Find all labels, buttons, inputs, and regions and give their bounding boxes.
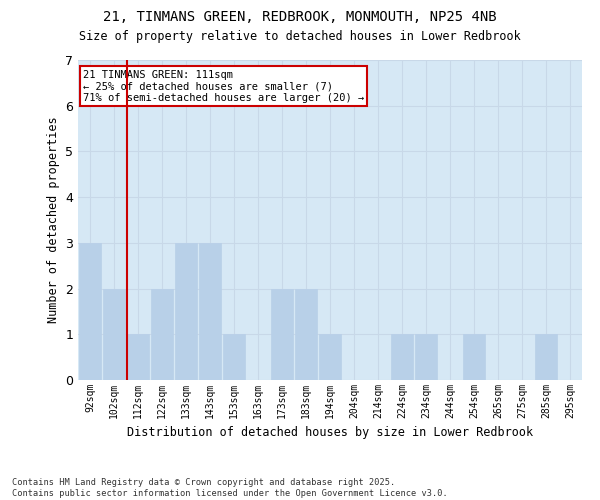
Bar — [295, 288, 317, 380]
X-axis label: Distribution of detached houses by size in Lower Redbrook: Distribution of detached houses by size … — [127, 426, 533, 440]
Bar — [103, 288, 125, 380]
Y-axis label: Number of detached properties: Number of detached properties — [47, 116, 59, 324]
Bar — [127, 334, 149, 380]
Text: 21, TINMANS GREEN, REDBROOK, MONMOUTH, NP25 4NB: 21, TINMANS GREEN, REDBROOK, MONMOUTH, N… — [103, 10, 497, 24]
Bar — [199, 243, 221, 380]
Bar — [271, 288, 293, 380]
Text: Size of property relative to detached houses in Lower Redbrook: Size of property relative to detached ho… — [79, 30, 521, 43]
Bar — [79, 243, 101, 380]
Bar — [391, 334, 413, 380]
Bar — [175, 243, 197, 380]
Bar — [415, 334, 437, 380]
Bar — [319, 334, 341, 380]
Bar — [223, 334, 245, 380]
Bar — [151, 288, 173, 380]
Bar — [463, 334, 485, 380]
Text: 21 TINMANS GREEN: 111sqm
← 25% of detached houses are smaller (7)
71% of semi-de: 21 TINMANS GREEN: 111sqm ← 25% of detach… — [83, 70, 364, 103]
Bar — [535, 334, 557, 380]
Text: Contains HM Land Registry data © Crown copyright and database right 2025.
Contai: Contains HM Land Registry data © Crown c… — [12, 478, 448, 498]
